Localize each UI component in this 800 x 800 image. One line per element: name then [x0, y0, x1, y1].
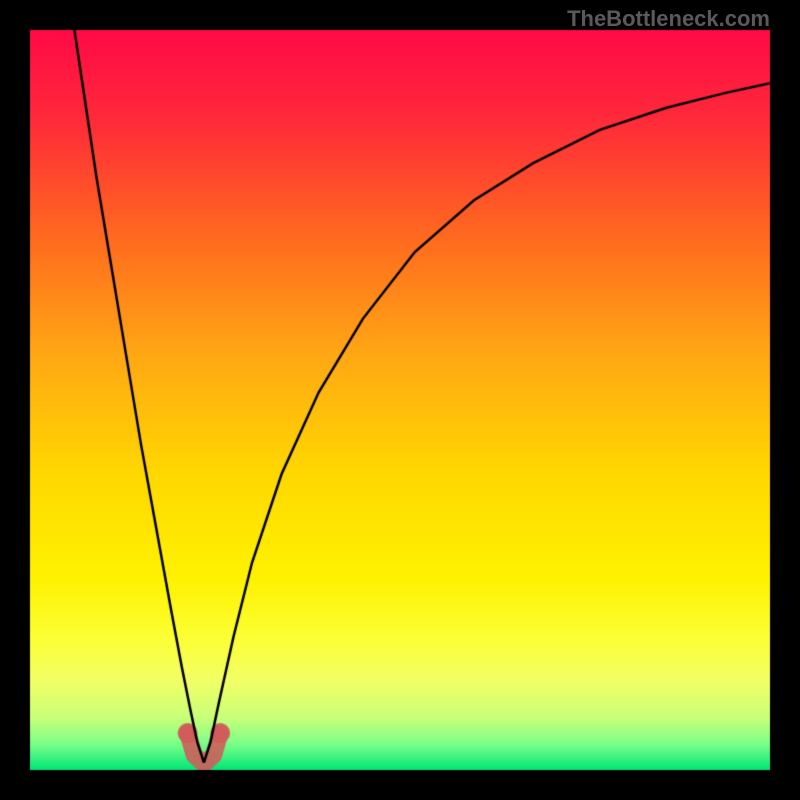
watermark-text: TheBottleneck.com [567, 6, 770, 32]
chart-stage: TheBottleneck.com [0, 0, 800, 800]
bottleneck-curve-chart [0, 0, 800, 800]
